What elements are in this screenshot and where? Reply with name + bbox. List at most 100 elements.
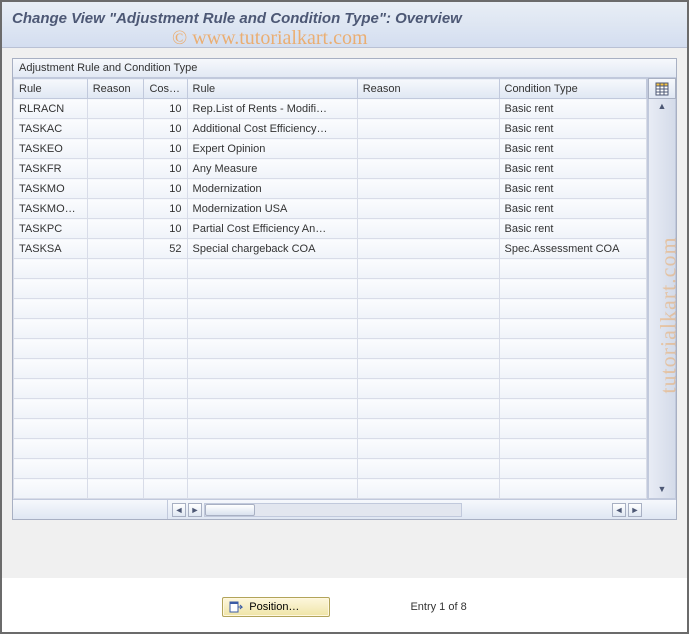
cell-rule2[interactable]: Additional Cost Efficiency… [187,119,357,139]
cell-cond[interactable]: Basic rent [499,199,647,219]
cell-rule1[interactable]: TASKPC [14,219,88,239]
cell-empty[interactable] [144,299,187,319]
table-row[interactable]: TASKEO10Expert OpinionBasic rent [14,139,647,159]
cell-empty[interactable] [357,359,499,379]
table-row[interactable] [14,299,647,319]
cell-rule2[interactable]: Modernization [187,179,357,199]
cell-rule1[interactable]: TASKFR [14,159,88,179]
cell-cond[interactable]: Spec.Assessment COA [499,239,647,259]
cell-reason2[interactable] [357,119,499,139]
cell-cos[interactable]: 10 [144,159,187,179]
cell-empty[interactable] [144,419,187,439]
cell-empty[interactable] [499,299,647,319]
cell-rule1[interactable]: RLRACN [14,99,88,119]
cell-empty[interactable] [187,439,357,459]
cell-empty[interactable] [187,459,357,479]
cell-rule2[interactable]: Partial Cost Efficiency An… [187,219,357,239]
table-row[interactable]: RLRACN10Rep.List of Rents - Modifi…Basic… [14,99,647,119]
cell-empty[interactable] [87,299,144,319]
cell-reason1[interactable] [87,159,144,179]
cell-empty[interactable] [87,359,144,379]
table-row[interactable]: TASKPC10Partial Cost Efficiency An…Basic… [14,219,647,239]
cell-empty[interactable] [87,279,144,299]
table-settings-button[interactable] [648,78,676,99]
scroll-up-icon[interactable]: ▲ [656,101,668,113]
cell-reason2[interactable] [357,239,499,259]
cell-reason1[interactable] [87,179,144,199]
cell-empty[interactable] [87,479,144,499]
table-row[interactable]: TASKMO 10Modernization Basic rent [14,179,647,199]
cell-cond[interactable]: Basic rent [499,139,647,159]
cell-empty[interactable] [499,399,647,419]
cell-empty[interactable] [87,399,144,419]
table-row[interactable] [14,339,647,359]
cell-cond[interactable]: Basic rent [499,179,647,199]
hscroll-thumb[interactable] [205,504,255,516]
cell-empty[interactable] [357,479,499,499]
cell-rule2[interactable]: Any Measure [187,159,357,179]
cell-cond[interactable]: Basic rent [499,159,647,179]
table-row[interactable] [14,419,647,439]
table-row[interactable] [14,259,647,279]
cell-empty[interactable] [144,439,187,459]
cell-rule1[interactable]: TASKEO [14,139,88,159]
cell-empty[interactable] [14,259,88,279]
cell-empty[interactable] [144,339,187,359]
cell-empty[interactable] [144,319,187,339]
cell-empty[interactable] [144,359,187,379]
cell-empty[interactable] [499,339,647,359]
col-header-rule2[interactable]: Rule [187,79,357,99]
cell-reason2[interactable] [357,99,499,119]
col-header-reason2[interactable]: Reason [357,79,499,99]
cell-reason2[interactable] [357,199,499,219]
cell-empty[interactable] [87,419,144,439]
hscroll-track-inner[interactable] [204,503,462,517]
cell-empty[interactable] [499,319,647,339]
cell-empty[interactable] [14,379,88,399]
cell-rule1[interactable]: TASKMO [14,179,88,199]
cell-cond[interactable]: Basic rent [499,99,647,119]
table-row[interactable] [14,439,647,459]
cell-empty[interactable] [14,459,88,479]
cell-reason1[interactable] [87,99,144,119]
cell-empty[interactable] [144,459,187,479]
cell-empty[interactable] [87,439,144,459]
hscroll-left-icon[interactable]: ◄ [172,503,186,517]
cell-empty[interactable] [357,299,499,319]
cell-empty[interactable] [144,399,187,419]
col-header-rule1[interactable]: Rule [14,79,88,99]
table-row[interactable] [14,379,647,399]
col-header-cond[interactable]: Condition Type [499,79,647,99]
cell-reason1[interactable] [87,199,144,219]
cell-empty[interactable] [144,479,187,499]
cell-empty[interactable] [144,259,187,279]
cell-empty[interactable] [14,319,88,339]
cell-cos[interactable]: 10 [144,179,187,199]
vertical-scrollbar[interactable]: ▲ ▼ [648,99,676,499]
cell-rule2[interactable]: Modernization USA [187,199,357,219]
cell-empty[interactable] [187,339,357,359]
cell-empty[interactable] [499,279,647,299]
col-header-cos[interactable]: Cos… [144,79,187,99]
cell-empty[interactable] [14,419,88,439]
cell-empty[interactable] [187,319,357,339]
cell-cos[interactable]: 10 [144,199,187,219]
cell-empty[interactable] [87,339,144,359]
hscroll-right-icon[interactable]: ► [188,503,202,517]
cell-empty[interactable] [357,319,499,339]
cell-cos[interactable]: 10 [144,99,187,119]
cell-empty[interactable] [14,279,88,299]
cell-empty[interactable] [499,259,647,279]
cell-cos[interactable]: 10 [144,139,187,159]
table-row[interactable] [14,279,647,299]
cell-empty[interactable] [187,279,357,299]
cell-empty[interactable] [499,439,647,459]
table-row[interactable] [14,359,647,379]
col-header-reason1[interactable]: Reason [87,79,144,99]
cell-reason2[interactable] [357,179,499,199]
cell-empty[interactable] [87,379,144,399]
cell-empty[interactable] [144,379,187,399]
cell-cos[interactable]: 10 [144,219,187,239]
hscroll2-right-icon[interactable]: ► [628,503,642,517]
cell-empty[interactable] [357,259,499,279]
